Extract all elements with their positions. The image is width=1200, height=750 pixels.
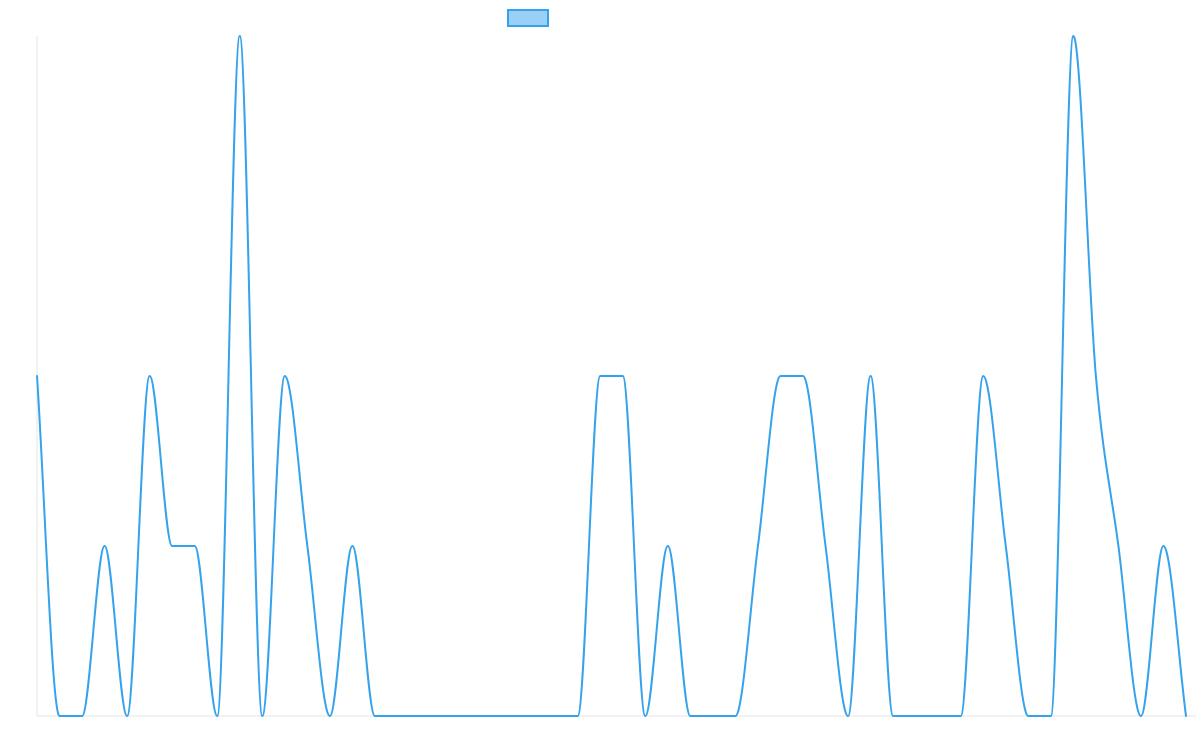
data-point	[485, 713, 491, 719]
data-point	[102, 543, 108, 549]
data-point	[980, 373, 986, 379]
data-point	[1183, 713, 1189, 719]
data-point	[57, 713, 63, 719]
data-point	[552, 713, 558, 719]
data-point	[620, 373, 626, 379]
data-point	[958, 713, 964, 719]
data-point	[890, 713, 896, 719]
data-point	[913, 713, 919, 719]
data-point	[597, 373, 603, 379]
series-line	[36, 35, 1187, 717]
data-point	[823, 543, 829, 549]
data-point	[507, 713, 513, 719]
data-point	[1138, 713, 1144, 719]
data-point	[147, 373, 153, 379]
data-point	[1115, 543, 1121, 549]
data-point	[845, 713, 851, 719]
data-point	[214, 713, 220, 719]
data-point	[687, 713, 693, 719]
data-point	[394, 713, 400, 719]
data-point	[237, 33, 243, 39]
data-point	[935, 713, 941, 719]
data-point	[79, 713, 85, 719]
data-point	[1070, 33, 1076, 39]
data-point	[1160, 543, 1166, 549]
data-point	[349, 543, 355, 549]
data-point	[124, 713, 130, 719]
data-point	[440, 713, 446, 719]
data-point	[1093, 373, 1099, 379]
data-point	[192, 543, 198, 549]
legend-swatch	[507, 9, 549, 27]
data-point	[327, 713, 333, 719]
data-point	[34, 373, 40, 379]
data-point	[575, 713, 581, 719]
data-point	[372, 713, 378, 719]
data-point	[1048, 713, 1054, 719]
data-point	[642, 713, 648, 719]
data-point	[169, 543, 175, 549]
data-point	[1025, 713, 1031, 719]
data-point	[1003, 543, 1009, 549]
data-point	[282, 373, 288, 379]
data-point	[732, 713, 738, 719]
data-point	[800, 373, 806, 379]
data-point	[462, 713, 468, 719]
data-point	[710, 713, 716, 719]
data-point	[304, 543, 310, 549]
data-point	[755, 543, 761, 549]
data-point	[868, 373, 874, 379]
data-point	[417, 713, 423, 719]
data-point	[777, 373, 783, 379]
data-point	[530, 713, 536, 719]
data-point	[259, 713, 265, 719]
data-point	[665, 543, 671, 549]
